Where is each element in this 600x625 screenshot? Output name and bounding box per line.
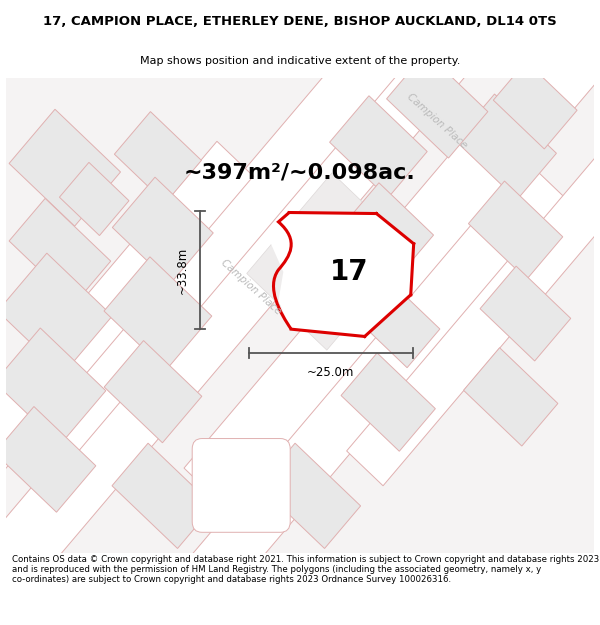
- Text: Campion Place: Campion Place: [219, 258, 283, 317]
- Polygon shape: [112, 443, 214, 549]
- Polygon shape: [386, 52, 488, 158]
- Polygon shape: [269, 213, 413, 336]
- Text: Campion Place: Campion Place: [405, 91, 469, 151]
- Polygon shape: [493, 61, 577, 149]
- Polygon shape: [329, 96, 427, 198]
- Polygon shape: [341, 353, 436, 451]
- Polygon shape: [104, 341, 202, 442]
- Polygon shape: [34, 0, 566, 456]
- Polygon shape: [0, 253, 112, 374]
- Polygon shape: [247, 173, 412, 350]
- Polygon shape: [455, 94, 556, 200]
- Polygon shape: [34, 161, 566, 625]
- Text: Map shows position and indicative extent of the property.: Map shows position and indicative extent…: [140, 56, 460, 66]
- Text: ~397m²/~0.098ac.: ~397m²/~0.098ac.: [184, 163, 416, 183]
- Polygon shape: [59, 162, 129, 236]
- Text: 17: 17: [329, 258, 368, 286]
- Text: 17, CAMPION PLACE, ETHERLEY DENE, BISHOP AUCKLAND, DL14 0TS: 17, CAMPION PLACE, ETHERLEY DENE, BISHOP…: [43, 16, 557, 28]
- Polygon shape: [112, 177, 213, 283]
- Text: Contains OS data © Crown copyright and database right 2021. This information is : Contains OS data © Crown copyright and d…: [12, 554, 599, 584]
- Text: ~25.0m: ~25.0m: [307, 366, 355, 379]
- Text: ~33.8m: ~33.8m: [175, 247, 188, 294]
- Polygon shape: [259, 443, 361, 549]
- Polygon shape: [0, 406, 96, 512]
- Polygon shape: [356, 280, 440, 368]
- Polygon shape: [0, 141, 253, 486]
- Polygon shape: [0, 328, 106, 445]
- Polygon shape: [104, 257, 212, 370]
- Polygon shape: [343, 182, 434, 278]
- Polygon shape: [480, 266, 571, 361]
- Polygon shape: [347, 141, 600, 486]
- Polygon shape: [184, 0, 600, 513]
- Polygon shape: [9, 109, 121, 226]
- Polygon shape: [9, 198, 111, 304]
- FancyBboxPatch shape: [192, 439, 290, 532]
- Polygon shape: [464, 348, 558, 446]
- Polygon shape: [115, 112, 202, 203]
- Polygon shape: [469, 181, 563, 279]
- Polygon shape: [0, 20, 475, 607]
